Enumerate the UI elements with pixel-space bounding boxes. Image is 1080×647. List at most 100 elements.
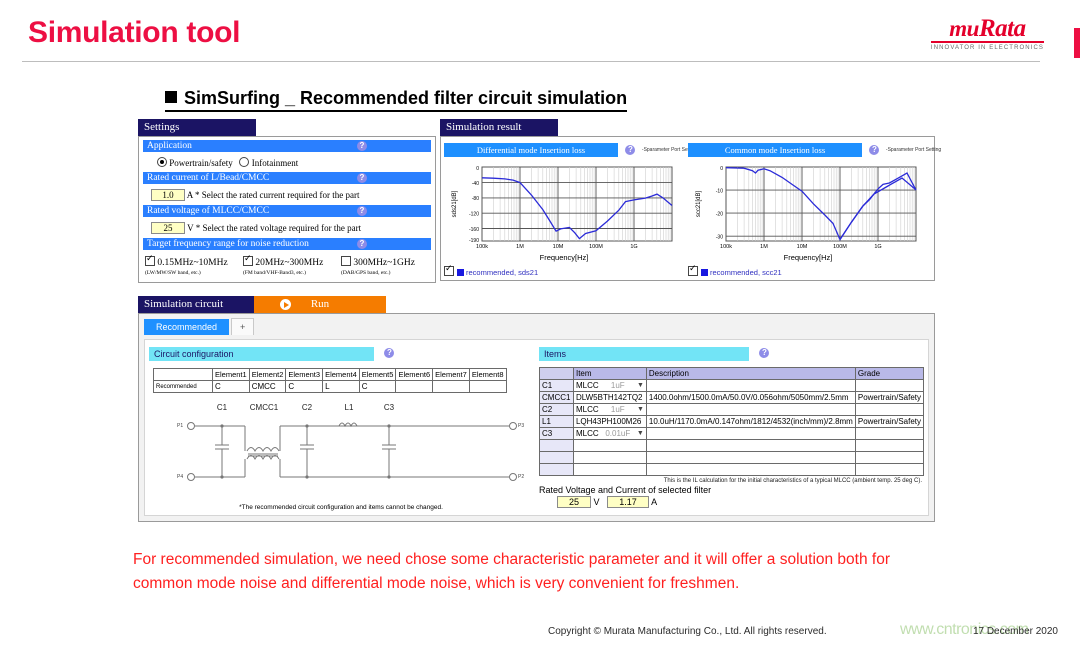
item-index xyxy=(539,463,574,476)
rated-filter-values: 25 V 1.17 A xyxy=(539,495,924,508)
rated-voltage-input[interactable]: 25 xyxy=(151,222,185,234)
component-label-cmcc1: CMCC1 xyxy=(250,403,279,412)
cfg-cell-0[interactable]: C xyxy=(212,380,250,393)
item-name[interactable] xyxy=(572,439,647,452)
item-description xyxy=(645,439,856,452)
item-name: MLCC xyxy=(575,381,599,390)
freq-note-0: (LW/MW/SW band, etc.) xyxy=(145,270,201,276)
help-icon[interactable]: ? xyxy=(384,348,395,358)
radio-infotainment[interactable] xyxy=(239,157,250,167)
rated-current-unit: A xyxy=(651,497,658,507)
settings-panel: Settings Application ? Powertrain/safety… xyxy=(138,119,436,283)
help-icon[interactable]: ? xyxy=(869,144,880,155)
checkbox-freq-1[interactable] xyxy=(243,253,253,266)
port-label-p1: P1 xyxy=(177,423,183,429)
svg-text:-20: -20 xyxy=(716,212,723,218)
freq-label-2: 300MHz~1GHz xyxy=(353,258,415,268)
checkbox-freq-2[interactable] xyxy=(341,256,351,266)
help-icon[interactable]: ? xyxy=(625,144,636,155)
item-name[interactable] xyxy=(572,451,647,464)
item-index xyxy=(539,439,574,452)
cfg-row-name: Recommended xyxy=(153,380,213,393)
cfg-cell-6[interactable] xyxy=(432,380,470,393)
svg-text:1G: 1G xyxy=(874,244,881,250)
item-grade xyxy=(854,427,925,440)
cfg-col-4: Element4 xyxy=(322,368,360,381)
simulation-result-title: Simulation result xyxy=(440,119,558,136)
items-col-3: Grade xyxy=(854,367,925,380)
item-select[interactable]: MLCC 1uF ▼ xyxy=(572,379,647,392)
component-label-l1: L1 xyxy=(345,403,354,412)
rated-voltage-unit: V xyxy=(593,497,600,507)
chart-differential-plot: 0 -40 -80 -120 -160 -190 100k 1M 10M 100… xyxy=(444,159,684,264)
rated-current-unit: A xyxy=(186,190,193,200)
tab-recommended[interactable]: Recommended xyxy=(144,319,230,335)
item-description: 1400.0ohm/1500.0mA/50.0V/0.056ohm/5050mm… xyxy=(645,391,856,404)
item-name[interactable] xyxy=(572,463,647,476)
simulation-circuit-panel: Simulation circuit Run Recommended + Cir… xyxy=(138,296,935,522)
item-description xyxy=(645,463,856,476)
item-name[interactable]: DLW5BTH142TQ2 xyxy=(572,391,647,404)
help-icon[interactable]: ? xyxy=(759,348,770,358)
simulation-circuit-body: Recommended + Circuit configuration ? El… xyxy=(138,313,935,522)
table-row: L1 LQH43PH100M26 10.0uH/1170.0mA/0.147oh… xyxy=(539,415,925,428)
help-icon[interactable]: ? xyxy=(357,239,367,249)
help-icon[interactable]: ? xyxy=(357,173,367,183)
rated-voltage-output: 25 xyxy=(557,496,591,508)
rated-current-input[interactable]: 1.0 xyxy=(151,189,185,201)
table-row xyxy=(539,451,925,464)
cfg-cell-3[interactable]: L xyxy=(322,380,360,393)
copyright-text: Copyright © Murata Manufacturing Co., Lt… xyxy=(548,626,827,637)
circuit-configuration-label: Circuit configuration xyxy=(154,349,234,359)
radio-powertrain-safety[interactable] xyxy=(157,157,167,167)
rated-voltage-row: 25 V * Select the rated voltage required… xyxy=(143,219,431,238)
chart-common-plot: 0 -10 -20 -30 100k 1M 10M 100M 1G scc21[… xyxy=(688,159,928,264)
cfg-cell-1[interactable]: CMCC xyxy=(248,380,287,393)
settings-panel-body: Application ? Powertrain/safety Infotain… xyxy=(138,136,436,283)
item-grade xyxy=(854,463,925,476)
chart-differential-mode: Differential mode Insertion loss ? -Spar… xyxy=(444,141,697,277)
right-edge-accent-bar xyxy=(1074,28,1080,58)
tab-add-new[interactable]: + xyxy=(231,318,255,335)
chevron-down-icon[interactable]: ▼ xyxy=(636,406,644,413)
application-section-bar: Application ? xyxy=(143,140,431,152)
cfg-cell-7[interactable] xyxy=(468,380,507,393)
chevron-down-icon[interactable]: ▼ xyxy=(636,382,644,389)
item-grade xyxy=(854,439,925,452)
cfg-col-6: Element6 xyxy=(395,368,434,381)
rated-current-output: 1.17 xyxy=(607,496,650,508)
radio-label-infotainment: Infotainment xyxy=(251,158,299,168)
help-icon[interactable]: ? xyxy=(357,206,367,216)
svg-text:-160: -160 xyxy=(469,227,479,233)
circuit-configuration-table: Element1 Element2 Element3 Element4 Elem… xyxy=(153,368,507,393)
cfg-cell-2[interactable]: C xyxy=(285,380,324,393)
item-name[interactable]: LQH43PH100M26 xyxy=(572,415,647,428)
table-row xyxy=(539,439,925,452)
help-icon[interactable]: ? xyxy=(357,141,367,151)
table-header-row: Item Description Grade xyxy=(539,367,925,380)
table-row: Recommended C CMCC C L C xyxy=(153,380,507,393)
chevron-down-icon[interactable]: ▼ xyxy=(636,430,644,437)
cfg-cell-5[interactable] xyxy=(395,380,434,393)
item-select[interactable]: MLCC 0.01uF ▼ xyxy=(572,427,647,440)
item-description xyxy=(645,451,856,464)
simulation-result-panel: Simulation result Differential mode Inse… xyxy=(440,119,941,281)
checkbox-freq-0[interactable] xyxy=(145,253,155,266)
item-value: 0.01uF xyxy=(605,429,631,438)
checkbox-legend-sds21[interactable] xyxy=(444,263,454,276)
section-heading-text: SimSurfing _ Recommended filter circuit … xyxy=(184,88,628,108)
svg-text:sds21[dB]: sds21[dB] xyxy=(452,190,458,217)
checkbox-legend-scc21[interactable] xyxy=(688,263,698,276)
rated-current-section-bar: Rated current of L/Bead/CMCC ? xyxy=(143,172,431,184)
run-button[interactable]: Run xyxy=(254,296,386,313)
svg-text:1M: 1M xyxy=(516,244,524,250)
component-label-c3: C3 xyxy=(384,403,395,412)
page-title: Simulation tool xyxy=(28,16,241,49)
svg-text:1M: 1M xyxy=(760,244,768,250)
item-select[interactable]: MLCC 1uF ▼ xyxy=(572,403,647,416)
freq-option-2: 300MHz~1GHz (DAB/GPS band, etc.) xyxy=(341,256,429,276)
svg-text:-30: -30 xyxy=(716,235,723,241)
cfg-cell-4[interactable]: C xyxy=(358,380,397,393)
settings-panel-title: Settings xyxy=(138,119,256,136)
items-bar: Items xyxy=(539,347,749,361)
